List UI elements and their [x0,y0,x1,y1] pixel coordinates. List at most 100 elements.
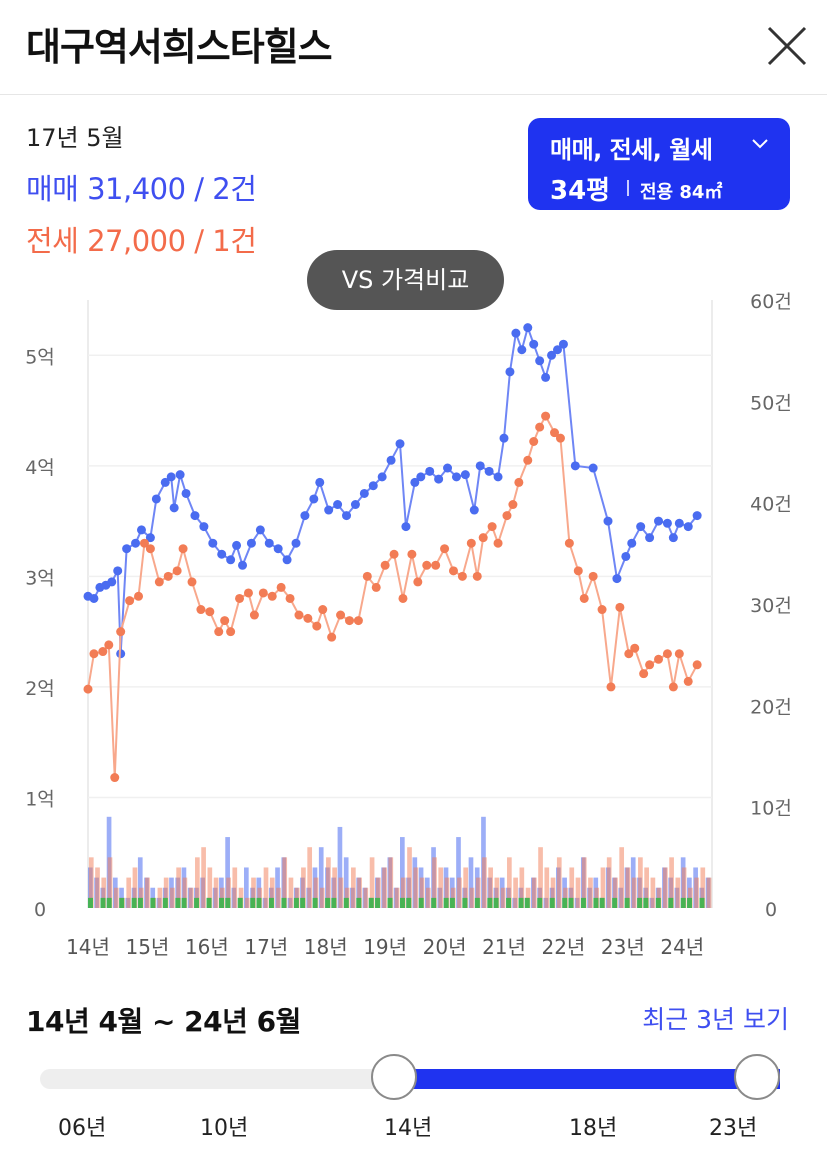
volume-bar [269,877,275,908]
series-point [624,649,634,659]
volume-bar [650,877,656,908]
close-icon[interactable] [765,24,809,68]
volume-bar [643,897,649,908]
volume-bar [331,897,337,908]
filter-types: 매매, 전세, 월세 [550,136,713,164]
range-slider-fill [393,1069,780,1089]
series-point [217,549,227,559]
series-point [674,649,684,659]
series-point [380,560,390,570]
summary-jeonse: 전세 27,000 / 1건 [26,224,257,258]
range-slider-end-handle[interactable] [734,1054,780,1100]
series-point [431,560,441,570]
volume-bar [432,857,437,908]
series-point [353,616,363,626]
series-point [187,577,197,587]
slider-tick-label: 23년 [709,1116,758,1141]
series-point [83,684,93,694]
volume-bar [675,877,681,908]
volume-bar [544,867,550,908]
volume-bar [606,857,612,908]
series-point [535,356,545,366]
volume-bar [282,857,288,908]
series-point [550,428,560,438]
volume-bar [513,877,518,908]
series-point [514,477,524,487]
recent-3-years-link[interactable]: 최근 3년 보기 [642,1005,789,1034]
series-point [344,616,354,626]
series-point [639,669,649,679]
volume-bar [638,857,643,908]
volume-bar [524,897,530,908]
y-left-tick: 1억 [25,788,55,810]
y-left-tick: 0 [34,899,46,921]
series-point [547,350,557,360]
series-point [636,522,646,532]
volume-bar [612,897,618,908]
volume-bar [137,857,143,908]
y-right-tick: 40건 [750,494,792,516]
volume-bar [181,897,187,908]
volume-bar [313,877,319,908]
y-right-tick: 60건 [750,291,792,313]
volume-bar [225,897,231,908]
volume-bar [699,897,705,908]
series-point [336,610,346,620]
series-point [122,544,132,554]
volume-bar [600,867,606,908]
volume-bar [425,887,431,908]
series-point [469,505,479,515]
y-right-tick: 10건 [750,798,792,820]
series-point [425,466,435,476]
volume-bar [463,867,469,908]
volume-bar [668,897,674,908]
slider-tick-label: 14년 [384,1116,433,1141]
volume-bar [588,877,593,908]
volume-bar [488,867,493,908]
series-point [309,494,319,504]
series-point [573,566,583,576]
volume-bar [549,897,555,908]
x-tick: 18년 [304,935,348,959]
volume-bar [493,897,499,908]
series-point [389,549,399,559]
series-point [350,500,360,510]
volume-bar [326,857,331,908]
volume-bar [537,897,543,908]
series-point [410,477,420,487]
series-point [208,538,218,548]
series-point [205,607,215,617]
volume-bar [700,867,706,908]
series-point [478,533,488,543]
series-point [267,591,277,601]
series-point [300,511,310,521]
series-point [523,323,533,333]
volume-bar [631,877,637,908]
volume-bar [613,877,618,908]
volume-bar [244,867,249,908]
series-point [440,544,450,554]
trade-filter-button[interactable]: 매매, 전세, 월세 34평 전용 84㎡ [528,118,790,210]
series-point [662,649,672,659]
volume-bar [300,897,306,908]
series-point [535,422,545,432]
volume-bar [307,847,313,908]
series-point [89,649,99,659]
series-point [139,538,149,548]
volume-bar [431,897,437,908]
series-point [692,660,702,670]
series-point [134,591,144,601]
range-slider-start-handle[interactable] [370,1054,417,1100]
series-point [645,660,655,670]
y-right-tick: 50건 [750,392,792,414]
volume-bar [568,897,574,908]
volume-bar [482,857,487,908]
series-point [541,372,551,382]
series-point [232,540,242,550]
volume-bar [581,857,587,908]
volume-bar [456,837,461,908]
series-point [243,588,253,598]
series-point [654,654,664,664]
vs-compare-button[interactable]: VS 가격비교 [307,250,504,310]
volume-bar [88,897,93,908]
